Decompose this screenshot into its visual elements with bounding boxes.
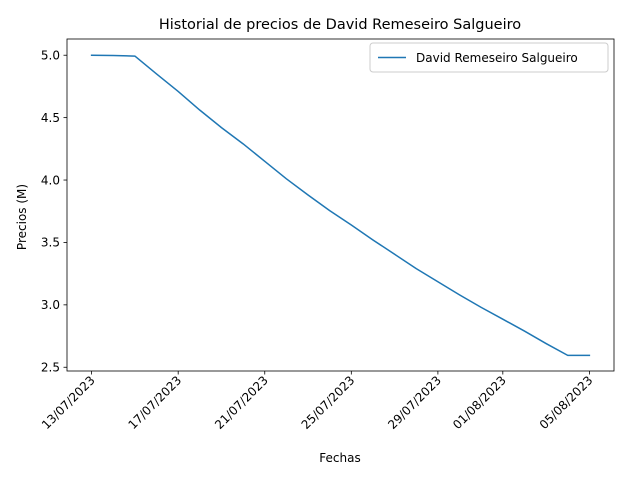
legend: David Remeseiro Salgueiro [369,42,609,73]
y-tick-label: 2.5 [41,361,60,375]
y-axis-label: Precios (M) [15,184,29,250]
x-axis-label: Fechas [319,451,360,465]
y-axis: 2.5 3.0 3.5 4.0 4.5 5.0 [41,49,67,375]
y-tick-label: 4.5 [41,111,60,125]
axes-frame [66,38,615,372]
y-tick-label: 5.0 [41,49,60,63]
y-tick-label: 3.0 [41,298,60,312]
series-line-0 [90,54,591,357]
y-tick-label: 3.5 [41,236,60,250]
plot-area [66,38,615,372]
legend-box [369,42,609,73]
chart-title: Historial de precios de David Remeseiro … [159,17,521,33]
y-tick-label: 4.0 [41,173,60,187]
series-layer [90,54,591,357]
legend-label-david-remeseiro-salgueiro: David Remeseiro Salgueiro [416,51,578,65]
